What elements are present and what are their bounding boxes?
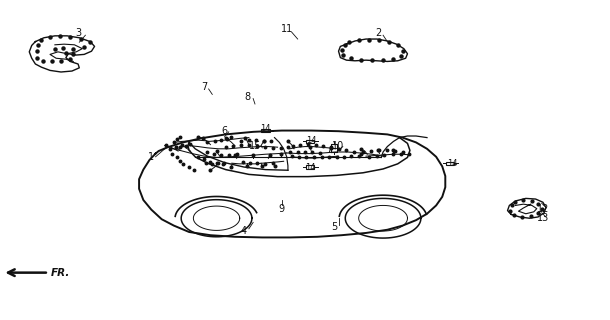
Text: 12: 12 [537,204,549,214]
Text: 2: 2 [375,28,381,38]
Text: FR.: FR. [51,268,71,278]
Text: 4: 4 [241,226,247,236]
Text: 7: 7 [201,82,207,92]
Text: 14: 14 [260,124,271,133]
Text: 11: 11 [281,24,293,35]
Bar [306,140,314,143]
Text: 13: 13 [537,213,549,223]
Text: 1: 1 [148,152,154,163]
Text: 14: 14 [304,163,315,172]
Text: 6: 6 [221,126,228,136]
Bar [306,165,314,169]
Text: 8: 8 [244,92,250,102]
Bar [446,162,454,165]
Text: 9: 9 [279,204,285,214]
Text: 14: 14 [447,159,458,168]
Text: 14: 14 [306,136,317,145]
Text: 10: 10 [332,140,345,151]
Text: 15: 15 [249,140,261,151]
Text: 3: 3 [75,28,81,38]
Text: 5: 5 [331,222,337,232]
Bar [261,129,270,132]
